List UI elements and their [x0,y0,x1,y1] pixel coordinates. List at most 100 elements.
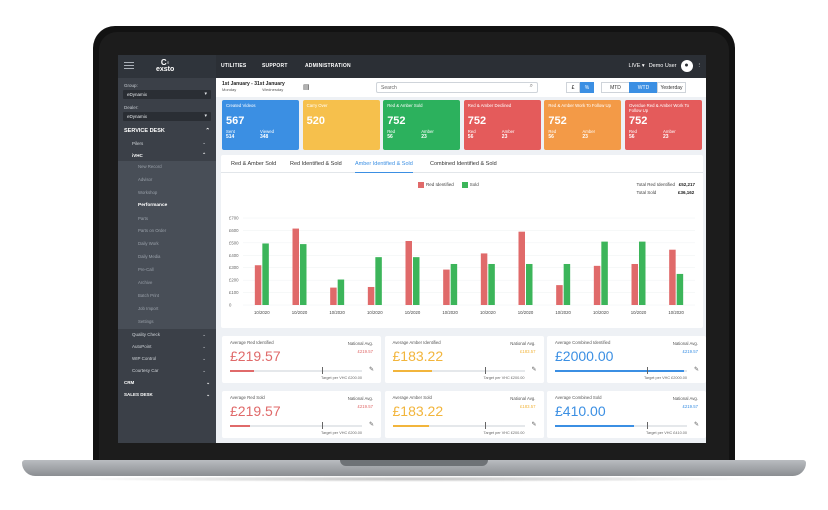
bar-red-identified[interactable] [480,253,488,305]
kpi-tile[interactable]: Red & Amber Work To Follow Up 752 Red 56 Amb… [544,100,622,150]
day-to: Wednesday [262,87,284,92]
tab-red-amber-sold[interactable]: Red & Amber Sold [231,161,277,167]
edit-icon[interactable]: ✎ [693,367,699,373]
sidebar-item-ivhc[interactable]: iVHC ⌃ [118,149,216,161]
bar-sold[interactable] [337,279,345,305]
person-icon[interactable]: ● [680,60,693,72]
sidebar-subitem[interactable]: Advisor [138,176,153,182]
group-label: Group: [124,83,138,88]
caret-down-icon: ▾ [204,91,207,97]
kpi-tile[interactable]: Carry Over 520 [302,100,380,150]
edit-icon[interactable]: ✎ [531,367,537,373]
nav-administration[interactable]: ADMINISTRATION [305,63,351,69]
sidebar-item[interactable]: AutoPoint ⌄ [118,341,216,353]
kpi-tile[interactable]: Overdue Red & Amber Work To Follow Up 752… [625,100,702,150]
kpi-title: Red & Amber Work To Follow Up [548,103,612,108]
nav-support[interactable]: SUPPORT [262,63,288,69]
sidebar-subitem[interactable]: Workshop [138,189,158,195]
bar-sold[interactable] [413,257,420,305]
calendar-icon[interactable]: ▤ [303,84,310,91]
bar-sold[interactable] [375,257,382,305]
sidebar-subitem[interactable]: New Record [138,164,162,169]
sidebar-subitem[interactable]: Parts on Order [138,228,167,234]
bar-red-identified[interactable] [518,231,526,305]
bar-sold[interactable] [563,263,571,305]
edit-icon[interactable]: ✎ [693,422,699,428]
bar-red-identified[interactable] [669,249,676,305]
sidebar-item[interactable]: Courtesy Car ⌄ [118,365,216,377]
sidebar-subitem[interactable]: Settings [138,318,154,324]
sidebar-section-crm[interactable]: CRM ⌄ [118,377,216,389]
kpi-tile[interactable]: Red & Amber Sold 752 Red 56 Amber 23 [383,100,461,150]
user-name[interactable]: Demo User [648,63,677,69]
sidebar-header: C◦ exsto [118,55,216,78]
bar-sold[interactable] [601,241,608,305]
kpi-tile[interactable]: Created Videos 567 Sent 514 Viewed 348 [222,100,299,150]
environment-selector[interactable]: LIVE ▾ [628,63,645,69]
tab-red-identified-sold[interactable]: Red Identified & Sold [290,161,342,167]
sidebar-item[interactable]: Quality Check ⌄ [118,329,216,341]
sidebar-subitem[interactable]: Daily Media [138,254,161,260]
stat-value: £2000.00 [555,348,614,364]
bar-sold[interactable] [639,241,646,305]
sidebar-section-service-desk[interactable]: SERVICE DESK ⌃ [118,122,216,137]
bar-sold[interactable] [262,243,269,305]
more-icon[interactable]: ⋮ [696,63,703,69]
edit-icon[interactable]: ✎ [368,422,374,428]
kpi-breakdown-1: Red 56 [548,129,582,140]
bar-sold[interactable] [676,273,684,305]
bar-sold[interactable] [526,263,533,305]
bar-sold[interactable] [450,263,458,305]
bar-sold[interactable] [488,263,495,305]
progress-fill [555,370,685,372]
bar-red-identified[interactable] [367,286,375,305]
date-range[interactable]: 1st January - 31st January Monday Wednesd… [222,81,285,93]
sidebar-subitem[interactable]: Archive [138,280,153,286]
kpi-breakdown-1: Red 56 [468,129,502,140]
bar-sold[interactable] [300,244,307,305]
bar-red-identified[interactable] [405,240,413,305]
sidebar-section-sales[interactable]: SALES DESK ⌄ [118,389,216,401]
bar-red-identified[interactable] [292,228,300,305]
progress-track [230,422,362,429]
edit-icon[interactable]: ✎ [531,422,537,428]
target-text: Target per VHC £200.00 [483,431,525,435]
legend-red-identified[interactable]: Red Identified [418,182,454,188]
sidebar-subitem[interactable]: Daily Work [138,241,159,247]
sidebar-subitem[interactable]: Performance [138,202,168,208]
sidebar-item-label: AutoPoint [132,344,152,350]
x-tick-label: 10/2020 [480,310,496,315]
tab-amber-identified-sold[interactable]: Amber Identified & Sold [355,161,413,173]
chevron-down-icon: ⌄ [202,367,206,373]
sidebar-subitem[interactable]: Batch Print [138,292,160,298]
sidebar-subitem[interactable]: Parts [138,215,149,221]
bar-red-identified[interactable] [593,265,601,305]
percent-toggle[interactable]: % [580,82,594,93]
hamburger-icon[interactable] [124,62,134,71]
nav-utilities[interactable]: UTILITIES [221,63,247,69]
bar-red-identified[interactable] [330,287,337,305]
tab-combined-identified-sold[interactable]: Combined Identified & Sold [430,161,497,167]
sidebar-item[interactable]: WIP Control ⌄ [118,353,216,365]
bar-red-identified[interactable] [254,265,262,305]
group-select[interactable]: eDynamix ▾ [123,90,211,99]
chart-totals: Total Red Identified £52,217 Total Sold £3… [636,181,695,197]
edit-icon[interactable]: ✎ [368,367,374,373]
bar-red-identified[interactable] [443,269,450,305]
bar-red-identified[interactable] [631,263,639,305]
kpi-tile[interactable]: Red & Amber Declined 752 Red 56 Amber 23 [463,100,541,150]
search-input[interactable]: Search ⌕ [376,82,538,93]
x-tick-label: 10/2020 [292,310,308,315]
sidebar-subitem[interactable]: Pre-Call [138,267,154,273]
period-mtd[interactable]: MTD [601,82,630,93]
currency-toggle[interactable]: £ [566,82,580,93]
stat-label: Average Red Sold [230,395,265,400]
sidebar-item-pilers[interactable]: Pilers ⌄ [118,137,216,149]
period-yesterday[interactable]: Yesterday [657,82,686,93]
bar-chart: £700 £600 £500 £400 £300 £200 £100 0 10/2020 10/2… [229,216,695,315]
bar-red-identified[interactable] [556,285,563,305]
sidebar-subitem[interactable]: Job Import [138,305,159,311]
legend-sold[interactable]: Sold [461,182,479,188]
dealer-select[interactable]: eDynamix ▾ [123,112,211,121]
period-wtd[interactable]: WTD [629,82,658,93]
